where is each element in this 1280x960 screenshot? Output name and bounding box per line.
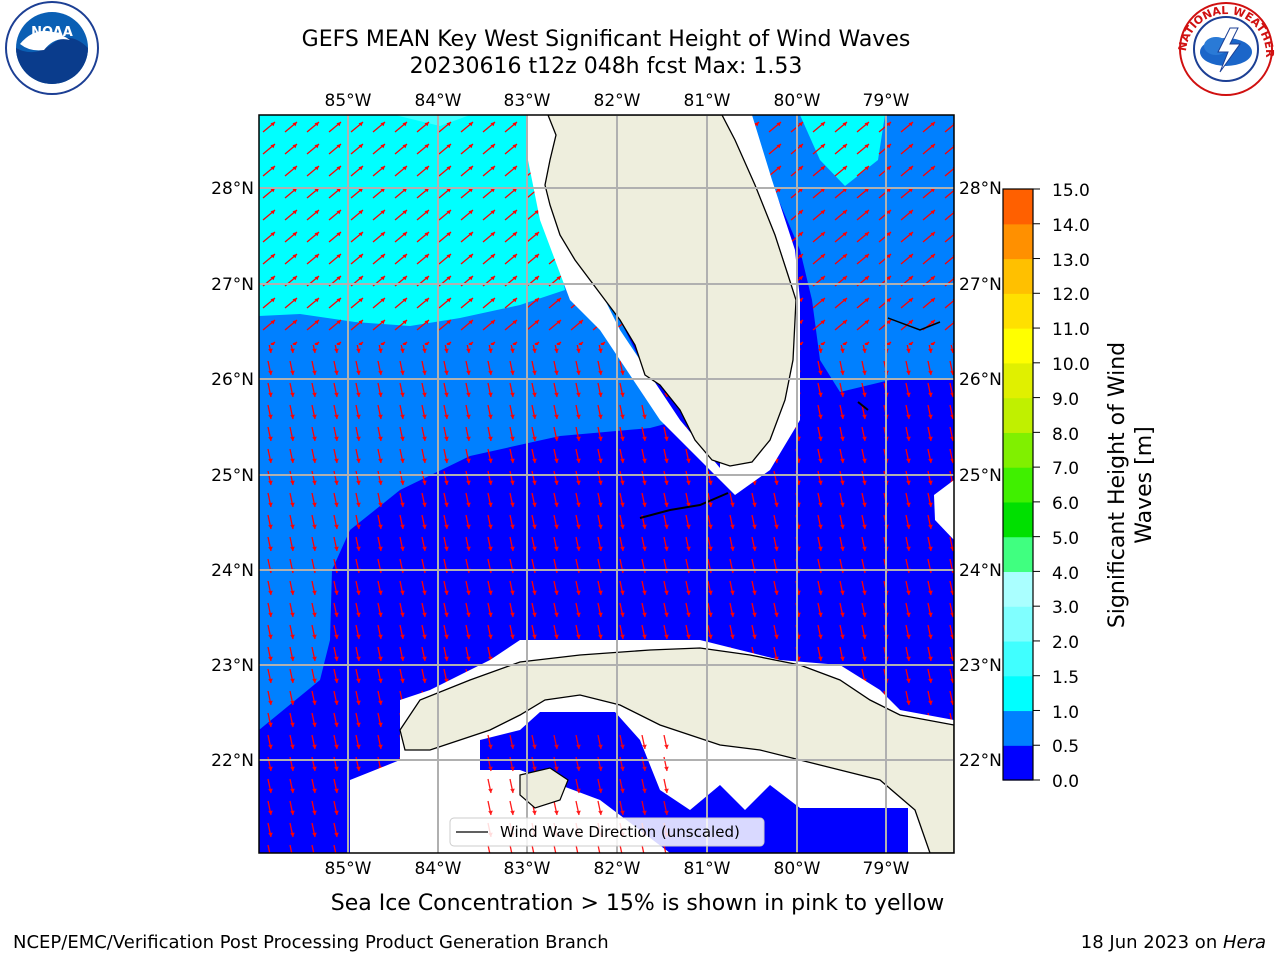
cb-tick: 6.0 bbox=[1052, 494, 1079, 514]
colorbar-segment bbox=[1003, 536, 1033, 573]
colorbar-segment bbox=[1003, 606, 1033, 642]
lon-tick: 85°W bbox=[325, 91, 372, 111]
colorbar-segment bbox=[1003, 467, 1033, 503]
cb-tick: 9.0 bbox=[1052, 390, 1079, 410]
lon-tick: 81°W bbox=[684, 859, 731, 879]
lon-tick: 84°W bbox=[415, 91, 462, 111]
footer-credit: NCEP/EMC/Verification Post Processing Pr… bbox=[13, 932, 609, 953]
colorbar-segment bbox=[1003, 640, 1033, 677]
lon-tick: 80°W bbox=[774, 859, 821, 879]
colorbar-label: Significant Height of Wind Waves [m] bbox=[1105, 342, 1157, 628]
sea-ice-note: Sea Ice Concentration > 15% is shown in … bbox=[330, 891, 945, 916]
lon-tick: 85°W bbox=[325, 859, 372, 879]
colorbar-segment bbox=[1003, 710, 1033, 746]
cuba-land bbox=[399, 647, 954, 853]
colorbar-segment bbox=[1003, 397, 1033, 433]
colorbar-segment bbox=[1003, 293, 1033, 329]
lat-tick: 22°N bbox=[959, 751, 1002, 771]
svg-text:NATIONAL WEATHER SERVICE: NATIONAL WEATHER SERVICE bbox=[0, 0, 1276, 58]
lat-tick: 23°N bbox=[211, 656, 254, 676]
lat-tick: 24°N bbox=[959, 561, 1002, 581]
noaa-logo: NOAA bbox=[5, 1, 99, 95]
footer-host: Hera bbox=[1222, 932, 1266, 953]
lat-tick: 26°N bbox=[211, 370, 254, 390]
lon-tick: 79°W bbox=[863, 91, 910, 111]
colorbar-segment bbox=[1003, 258, 1033, 294]
colorbar-segment bbox=[1003, 432, 1033, 468]
cb-tick: 14.0 bbox=[1052, 216, 1090, 236]
colorbar-segment bbox=[1003, 675, 1033, 712]
map-frame bbox=[258, 114, 955, 854]
colorbar bbox=[1003, 188, 1040, 781]
lon-tick: 79°W bbox=[863, 859, 910, 879]
lat-tick: 25°N bbox=[211, 466, 254, 486]
colorbar-segment bbox=[1003, 189, 1033, 225]
cb-tick: 1.5 bbox=[1052, 668, 1079, 688]
lat-tick: 24°N bbox=[211, 561, 254, 581]
svg-text:NOAA: NOAA bbox=[31, 25, 73, 40]
cb-tick: 3.0 bbox=[1052, 598, 1079, 618]
lat-tick: 23°N bbox=[959, 656, 1002, 676]
lon-tick: 83°W bbox=[504, 91, 551, 111]
lat-ticks-right: 28°N 27°N 26°N 25°N 24°N 23°N 22°N bbox=[959, 179, 1002, 771]
lon-tick: 82°W bbox=[594, 859, 641, 879]
lon-ticks-bottom: 85°W 84°W 83°W 82°W 81°W 80°W 79°W bbox=[325, 859, 910, 879]
cb-tick: 0.0 bbox=[1052, 772, 1079, 792]
colorbar-ticks: 15.0 14.0 13.0 12.0 11.0 10.0 9.0 8.0 7.… bbox=[1052, 181, 1090, 792]
cb-tick: 0.5 bbox=[1052, 737, 1079, 757]
footer-date: 18 Jun 2023 on Hera bbox=[1081, 932, 1266, 953]
lat-tick: 28°N bbox=[211, 179, 254, 199]
map-area bbox=[259, 115, 954, 853]
lon-tick: 82°W bbox=[594, 91, 641, 111]
lat-tick: 27°N bbox=[959, 275, 1002, 295]
lon-tick: 83°W bbox=[504, 859, 551, 879]
cb-tick: 11.0 bbox=[1052, 320, 1090, 340]
cb-tick: 12.0 bbox=[1052, 285, 1090, 305]
colorbar-segment bbox=[1003, 571, 1033, 607]
cb-tick: 10.0 bbox=[1052, 355, 1090, 375]
cb-tick: 5.0 bbox=[1052, 529, 1079, 549]
lat-tick: 26°N bbox=[959, 370, 1002, 390]
colorbar-segment bbox=[1003, 362, 1033, 399]
colorbar-segment bbox=[1003, 745, 1033, 781]
lat-tick: 22°N bbox=[211, 751, 254, 771]
lon-tick: 80°W bbox=[774, 91, 821, 111]
lat-tick: 27°N bbox=[211, 275, 254, 295]
cb-tick: 13.0 bbox=[1052, 251, 1090, 271]
colorbar-segment bbox=[1003, 328, 1033, 364]
map-legend: Wind Wave Direction (unscaled) bbox=[449, 817, 765, 847]
lat-tick: 25°N bbox=[959, 466, 1002, 486]
lon-tick: 84°W bbox=[415, 859, 462, 879]
lon-tick: 81°W bbox=[684, 91, 731, 111]
colorbar-segment bbox=[1003, 501, 1033, 538]
cb-tick: 4.0 bbox=[1052, 564, 1079, 584]
chart-title: GEFS MEAN Key West Significant Height of… bbox=[301, 27, 911, 52]
svg-text:Significant Height of Wind: Significant Height of Wind bbox=[1105, 342, 1130, 628]
lat-tick: 28°N bbox=[959, 179, 1002, 199]
cb-tick: 2.0 bbox=[1052, 633, 1079, 653]
lat-ticks-left: 28°N 27°N 26°N 25°N 24°N 23°N 22°N bbox=[211, 179, 254, 771]
footer-date-text: 18 Jun 2023 on bbox=[1080, 932, 1223, 953]
svg-text:Waves [m]: Waves [m] bbox=[1132, 426, 1157, 543]
cb-tick: 1.0 bbox=[1052, 703, 1079, 723]
colorbar-segment bbox=[1003, 223, 1033, 260]
gridlines bbox=[259, 115, 954, 853]
cb-tick: 8.0 bbox=[1052, 425, 1079, 445]
chart-subtitle: 20230616 t12z 048h fcst Max: 1.53 bbox=[409, 54, 803, 79]
cb-tick: 7.0 bbox=[1052, 459, 1079, 479]
lon-ticks-top: 85°W 84°W 83°W 82°W 81°W 80°W 79°W bbox=[325, 91, 910, 111]
nws-logo: NATIONAL WEATHER SERVICE bbox=[0, 0, 1276, 96]
cb-tick: 15.0 bbox=[1052, 181, 1090, 201]
legend-label: Wind Wave Direction (unscaled) bbox=[500, 823, 740, 841]
